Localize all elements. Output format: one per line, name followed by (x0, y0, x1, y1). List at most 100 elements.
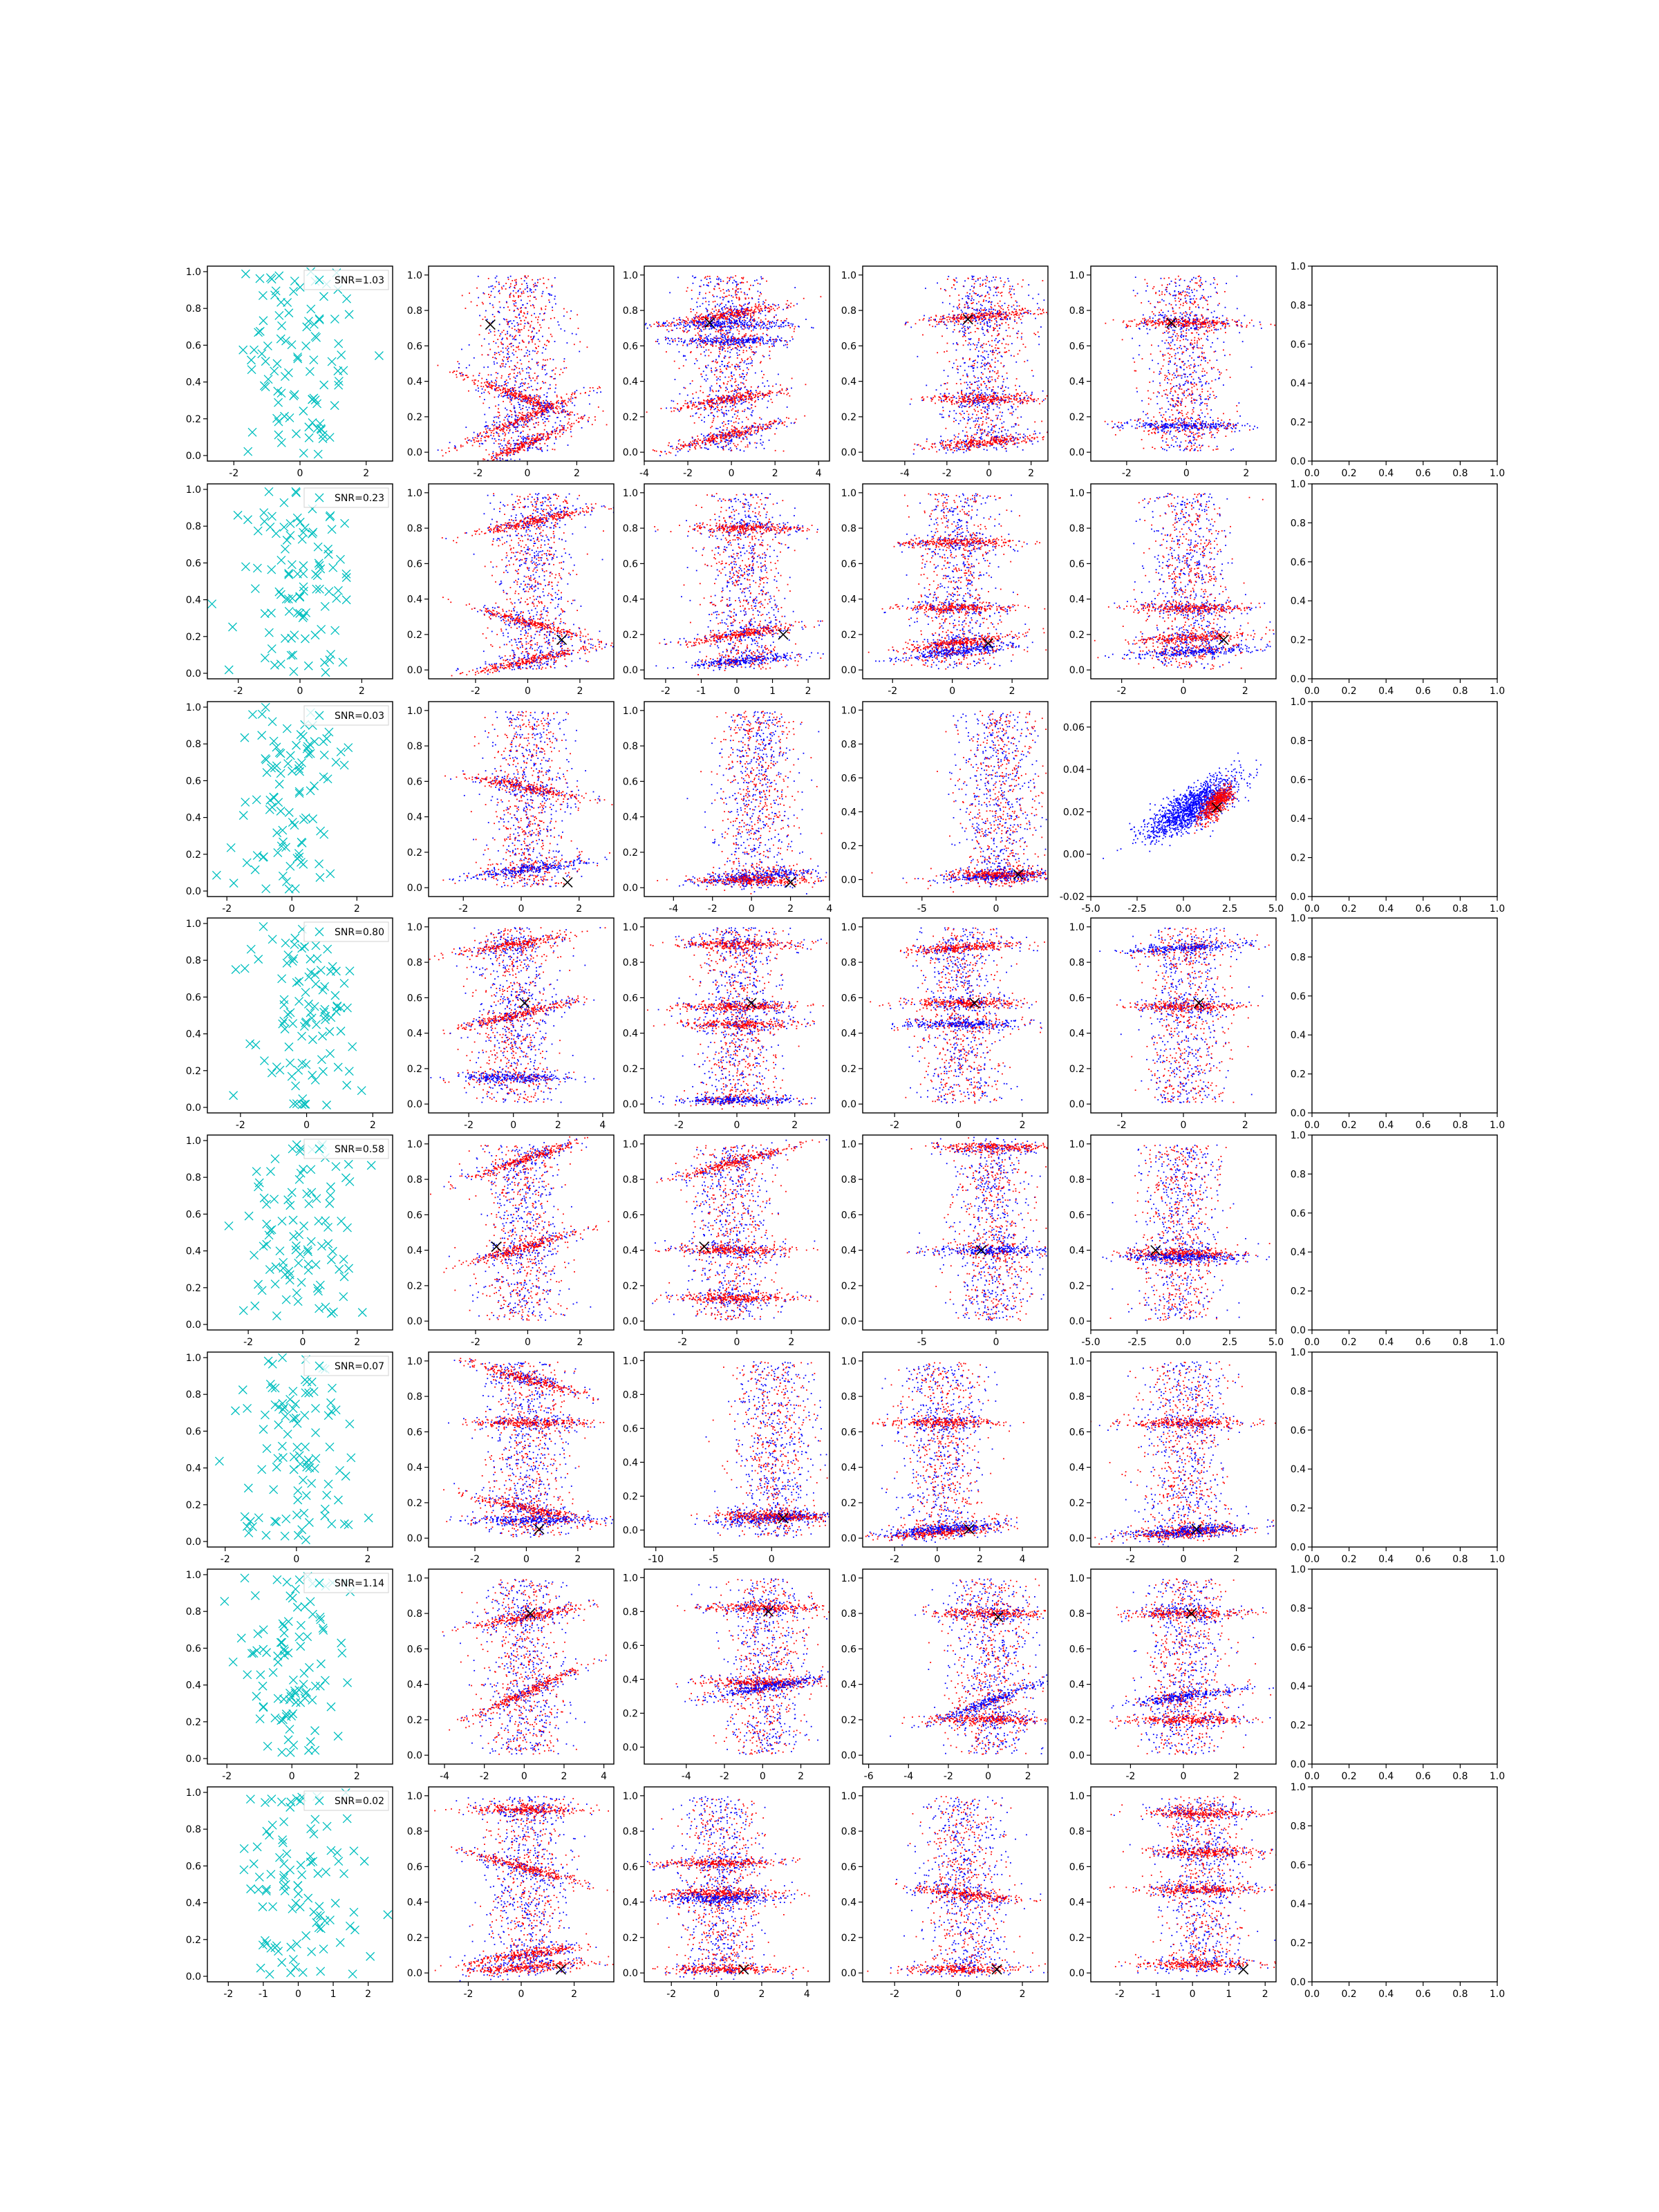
red-point (594, 416, 596, 418)
blue-point (926, 385, 927, 386)
blue-point (503, 348, 504, 349)
blue-point (704, 405, 706, 406)
blue-point (527, 303, 528, 304)
blue-point (765, 343, 767, 344)
blue-point (760, 338, 762, 339)
red-point (731, 400, 733, 402)
blue-point (705, 337, 706, 339)
red-point (789, 395, 790, 397)
blue-point (727, 341, 728, 342)
red-point (749, 402, 750, 404)
blue-point (496, 432, 497, 433)
x-tick-label: 2 (772, 468, 778, 479)
red-point (517, 444, 518, 445)
x-tick-label: 0 (986, 468, 992, 479)
red-point (693, 443, 695, 444)
red-point (563, 402, 565, 403)
red-point (509, 393, 511, 395)
red-point (511, 346, 512, 348)
red-point (462, 445, 464, 447)
blue-point (529, 290, 531, 292)
blue-point (756, 442, 758, 444)
red-point (716, 313, 718, 315)
red-point (573, 423, 574, 424)
red-point (663, 325, 664, 326)
red-point (738, 326, 739, 327)
blue-point (465, 427, 467, 428)
blue-point (722, 364, 723, 365)
red-point (713, 301, 714, 303)
blue-point (787, 426, 788, 427)
red-point (706, 400, 707, 402)
blue-point (719, 306, 720, 307)
red-point (566, 393, 568, 395)
red-point (552, 285, 553, 286)
red-point (509, 310, 510, 311)
red-point (735, 286, 737, 288)
red-point (487, 386, 488, 388)
blue-point (743, 378, 744, 379)
blue-point (700, 407, 702, 409)
blue-point (742, 395, 744, 396)
red-point (700, 402, 702, 403)
red-point (742, 278, 744, 279)
red-point (527, 446, 529, 447)
blue-point (490, 331, 491, 332)
red-point (469, 292, 470, 294)
blue-point (727, 339, 728, 341)
red-point (525, 346, 527, 348)
red-point (521, 329, 523, 330)
blue-point (536, 389, 537, 391)
blue-point (747, 438, 748, 440)
red-point (689, 401, 691, 402)
blue-point (691, 400, 692, 402)
red-point (523, 395, 525, 397)
red-point (556, 427, 558, 429)
blue-point (666, 408, 667, 409)
red-point (778, 307, 780, 308)
red-point (479, 433, 480, 435)
red-point (530, 400, 532, 401)
red-point (699, 328, 700, 329)
red-point (744, 434, 745, 435)
blue-point (780, 341, 782, 342)
red-point (588, 420, 589, 421)
blue-point (702, 303, 704, 304)
red-point (716, 376, 718, 377)
red-point (563, 361, 565, 362)
blue-point (554, 296, 556, 297)
red-point (675, 408, 676, 409)
data-point (258, 350, 266, 358)
red-point (719, 397, 720, 399)
red-point (767, 308, 768, 309)
red-point (1017, 418, 1018, 419)
red-point (749, 391, 750, 392)
blue-point (707, 378, 709, 379)
blue-point (722, 299, 724, 301)
red-point (758, 429, 759, 431)
red-point (521, 414, 523, 415)
blue-point (491, 424, 493, 425)
red-point (769, 391, 771, 393)
red-point (700, 324, 702, 326)
data-point (335, 339, 343, 348)
red-point (699, 368, 700, 369)
red-point (570, 429, 572, 430)
red-point (740, 431, 742, 432)
red-point (524, 326, 525, 327)
red-point (514, 393, 516, 394)
red-point (547, 433, 548, 434)
red-point (537, 322, 538, 324)
blue-point (776, 341, 777, 342)
red-point (479, 334, 480, 335)
blue-point (774, 346, 775, 347)
blue-point (782, 309, 784, 310)
blue-point (722, 310, 723, 311)
red-point (497, 453, 498, 455)
blue-point (597, 392, 598, 393)
red-point (491, 382, 493, 383)
red-point (738, 312, 739, 313)
red-point (491, 458, 492, 459)
blue-point (524, 280, 525, 281)
red-point (529, 375, 530, 376)
